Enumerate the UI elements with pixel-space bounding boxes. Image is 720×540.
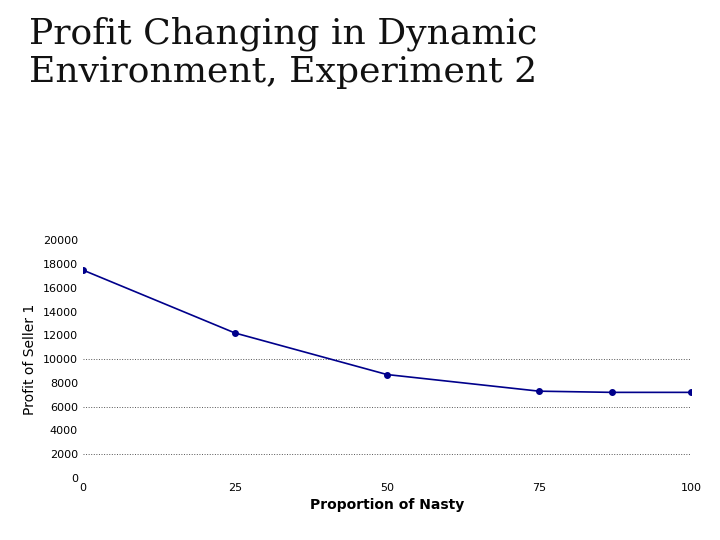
Y-axis label: Profit of Seller 1: Profit of Seller 1 (23, 303, 37, 415)
Text: Profit Changing in Dynamic
Environment, Experiment 2: Profit Changing in Dynamic Environment, … (29, 16, 537, 89)
X-axis label: Proportion of Nasty: Proportion of Nasty (310, 498, 464, 512)
